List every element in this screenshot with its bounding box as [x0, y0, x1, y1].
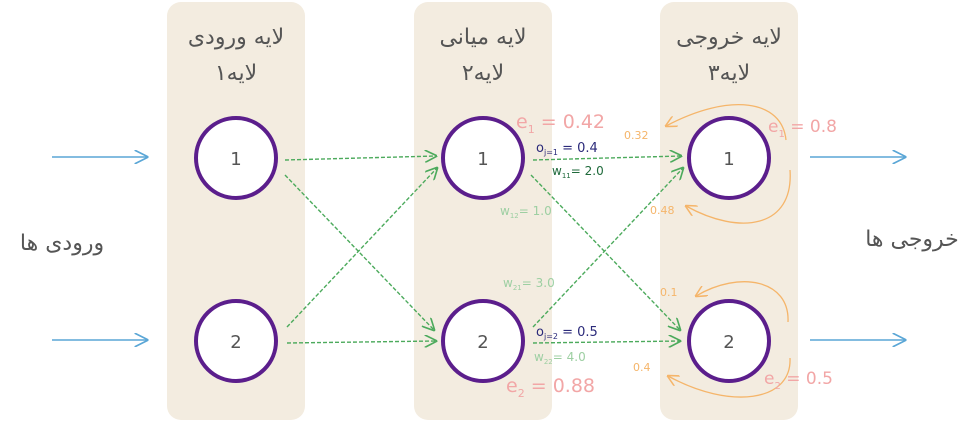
hidden-node-1: 1	[441, 116, 525, 200]
outputs-side-label: خروجی ها	[865, 227, 959, 252]
hidden-error-2: e2 = 0.88	[506, 375, 595, 400]
input-node-1-label: 1	[230, 149, 241, 170]
hidden-layer-panel	[414, 2, 552, 420]
split-value-a: 0.32	[624, 129, 649, 142]
connection-hid1-out1	[532, 156, 681, 160]
output-layer-panel	[660, 2, 798, 420]
split-curve-out1-top	[666, 104, 787, 141]
split-curve-out2-bottom	[668, 357, 791, 398]
connection-in1-hid2	[284, 174, 434, 330]
output-error-1: e1 = 0.8	[768, 117, 837, 140]
output-node-2-label: 2	[723, 332, 734, 353]
hidden-layer-subtitle: لایه۲	[462, 61, 504, 86]
hidden-layer-title: لایه میانی	[439, 25, 526, 50]
inputs-side-label: ورودی ها	[20, 231, 104, 256]
hidden-node-1-label: 1	[477, 149, 488, 170]
split-value-b: 0.48	[650, 204, 675, 217]
split-value-d: 0.4	[633, 361, 651, 374]
weight-w11: w11= 2.0	[552, 164, 604, 180]
split-curve-out2-top	[696, 281, 789, 323]
hidden-output-2: oj=2 = 0.5	[536, 325, 598, 341]
output-error-2: e2 = 0.5	[764, 369, 833, 392]
input-node-1: 1	[194, 116, 278, 200]
connection-hid2-out2	[532, 341, 680, 343]
input-layer-panel	[167, 2, 305, 420]
input-node-2-label: 2	[230, 332, 241, 353]
connection-in2-hid1	[286, 168, 437, 328]
output-layer-title: لایه خروجی	[676, 25, 782, 50]
input-layer-title: لایه ورودی	[188, 25, 284, 50]
weight-w21: w21= 3.0	[503, 276, 555, 292]
connection-hid1-out2	[530, 174, 680, 330]
split-curve-out1-bottom	[686, 169, 791, 224]
input-node-2: 2	[194, 299, 278, 383]
output-node-1-label: 1	[723, 149, 734, 170]
hidden-node-2-label: 2	[477, 332, 488, 353]
output-node-2: 2	[687, 299, 771, 383]
output-node-1: 1	[687, 116, 771, 200]
connection-hid2-out1	[532, 168, 683, 328]
weight-w12: w12= 1.0	[500, 204, 552, 220]
connection-in1-hid1	[284, 156, 436, 160]
output-layer-subtitle: لایه۳	[708, 61, 750, 86]
split-value-c: 0.1	[660, 286, 678, 299]
weight-w22: w22= 4.0	[534, 350, 586, 366]
hidden-error-1: e1 = 0.42	[516, 111, 605, 136]
connection-in2-hid2	[286, 341, 436, 343]
input-layer-subtitle: لایه۱	[215, 61, 257, 86]
hidden-node-2: 2	[441, 299, 525, 383]
hidden-output-1: oj=1 = 0.4	[536, 141, 598, 157]
